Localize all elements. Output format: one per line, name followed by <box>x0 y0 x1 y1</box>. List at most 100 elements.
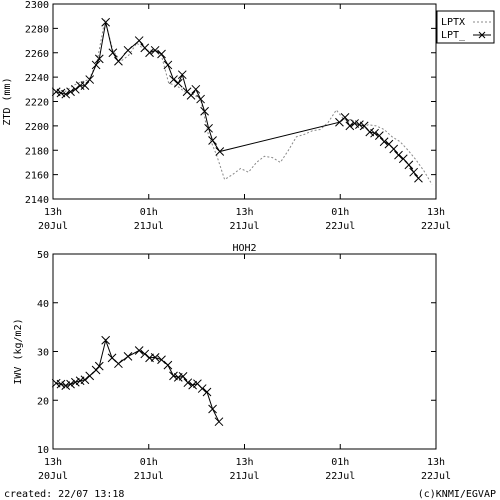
legend-label: LPTX <box>441 17 465 28</box>
data-point-marker <box>114 56 123 66</box>
data-point-marker <box>94 361 104 371</box>
data-point-marker <box>91 365 101 375</box>
x-tick-label-top: 13h <box>427 207 445 218</box>
created-timestamp: created: 22/07 13:18 <box>4 489 124 500</box>
data-point-marker <box>56 379 66 389</box>
y-tick-label: 40 <box>37 299 49 310</box>
data-point-marker <box>108 48 118 58</box>
data-point-marker <box>91 60 101 70</box>
x-tick-label-top: 13h <box>44 207 62 218</box>
data-point-marker <box>150 352 160 362</box>
y-tick-label: 2300 <box>25 0 49 11</box>
x-tick-label-top: 01h <box>331 207 349 218</box>
data-point-marker <box>409 167 419 177</box>
data-point-marker <box>208 404 217 414</box>
data-point-marker <box>163 60 173 70</box>
series-line-lptx <box>56 19 433 185</box>
data-point-marker <box>374 131 384 140</box>
data-point-marker <box>389 144 399 154</box>
x-tick-label-bottom: 22Jul <box>325 221 355 232</box>
x-tick-label-top: 01h <box>140 457 158 468</box>
data-point-marker <box>345 121 355 131</box>
y-tick-label: 20 <box>37 396 49 407</box>
data-point-marker <box>134 346 144 355</box>
data-point-marker <box>177 70 187 80</box>
y-tick-label: 2240 <box>25 73 49 84</box>
data-point-marker <box>215 147 225 156</box>
y-tick-label: 2280 <box>25 24 49 35</box>
y-tick-label: 2200 <box>25 122 49 133</box>
data-point-marker <box>61 381 71 390</box>
data-point-marker <box>370 128 379 138</box>
y-tick-label: 30 <box>37 348 49 359</box>
data-point-marker <box>208 136 217 145</box>
x-tick-label-bottom: 22Jul <box>325 471 355 482</box>
data-point-marker <box>70 377 80 387</box>
x-tick-label-top: 13h <box>427 457 445 468</box>
data-point-marker <box>66 87 75 97</box>
x-tick-label-bottom: 21Jul <box>134 221 164 232</box>
data-point-marker <box>94 54 104 64</box>
data-point-marker <box>214 417 224 427</box>
data-point-marker <box>379 137 389 147</box>
iwv-panel: 10 20 30 40 50 13h 20Jul 01h 21Jul 13h 21Jul 01h 22J… <box>13 243 451 482</box>
data-point-marker <box>394 150 403 160</box>
y-tick-label: 2220 <box>25 98 49 109</box>
data-point-marker <box>101 17 111 27</box>
data-point-marker <box>200 106 209 116</box>
copyright-credit: (c)KNMI/EGVAP <box>418 489 496 500</box>
data-point-marker <box>183 378 193 388</box>
x-tick-label-bottom: 20Jul <box>38 471 68 482</box>
data-point-marker <box>340 112 350 122</box>
data-point-marker <box>140 349 150 359</box>
series-line-lpt- <box>56 22 419 179</box>
y-tick-label: 2160 <box>25 171 49 182</box>
plot-frame <box>52 3 437 200</box>
x-tick-label-top: 13h <box>235 457 253 468</box>
plot-frame <box>52 253 437 450</box>
data-point-marker <box>197 384 207 393</box>
data-point-marker <box>123 45 133 55</box>
data-point-marker <box>169 75 178 84</box>
data-point-marker <box>414 173 423 183</box>
y-tick-label: 2180 <box>25 146 49 157</box>
data-point-marker <box>145 48 154 58</box>
x-tick-label-top: 13h <box>44 457 62 468</box>
data-point-marker <box>101 335 111 345</box>
x-tick-label-bottom: 21Jul <box>229 221 259 232</box>
ztd-panel: 2140 2160 2180 2200 2220 2240 2260 2280 2300 13h 2… <box>2 0 495 232</box>
data-point-marker <box>80 81 90 91</box>
data-point-marker <box>123 352 133 361</box>
x-tick-label-bottom: 22Jul <box>421 471 451 482</box>
x-tick-label-bottom: 22Jul <box>421 221 451 232</box>
data-point-marker <box>178 372 188 381</box>
x-tick-label-top: 01h <box>331 457 349 468</box>
data-point-marker <box>196 94 205 104</box>
data-point-marker <box>335 117 344 127</box>
x-tick-label-bottom: 20Jul <box>38 221 68 232</box>
data-point-marker <box>80 375 90 385</box>
data-point-marker <box>202 387 212 397</box>
data-point-marker <box>157 49 166 59</box>
y-tick-label: 2260 <box>25 49 49 60</box>
data-point-marker <box>404 160 414 170</box>
data-point-marker <box>61 89 71 99</box>
data-point-marker <box>191 84 201 94</box>
x-tick-label-bottom: 21Jul <box>229 471 259 482</box>
y-tick-label: 50 <box>37 250 49 261</box>
data-point-marker <box>134 36 144 45</box>
data-point-marker <box>70 84 80 94</box>
y-tick-label: 2140 <box>25 195 49 206</box>
x-tick-label-bottom: 21Jul <box>134 471 164 482</box>
data-point-marker <box>186 91 196 100</box>
data-point-marker <box>169 371 178 381</box>
y-tick-label: 10 <box>37 445 49 456</box>
chart-title: HOH2 <box>232 243 256 254</box>
data-point-marker <box>114 359 123 369</box>
data-point-marker <box>163 360 173 370</box>
data-point-marker <box>204 123 213 133</box>
data-point-marker <box>66 379 75 389</box>
data-point-marker <box>157 355 166 365</box>
data-point-marker <box>85 75 95 84</box>
